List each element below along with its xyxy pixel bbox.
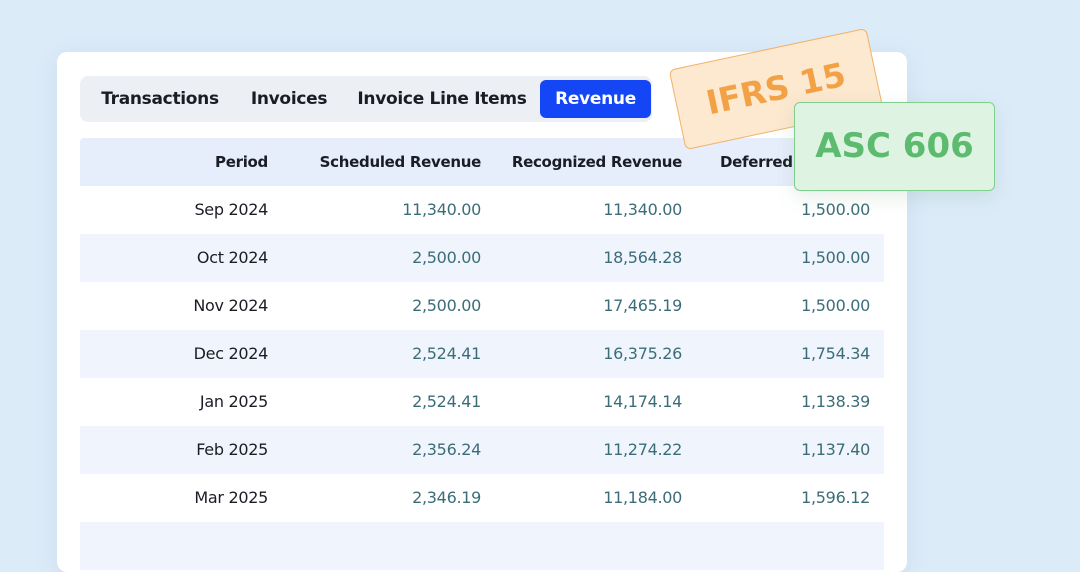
period: Mar 2025 <box>194 488 268 507</box>
badge: ASC 606 <box>794 102 995 191</box>
amount: 17,465.19 <box>603 296 682 315</box>
column-header: Period <box>215 153 268 171</box>
tab[interactable]: Revenue <box>540 80 651 118</box>
tab[interactable]: Transactions <box>101 89 219 109</box>
amount: 1,500.00 <box>801 296 870 315</box>
amount: 1,500.00 <box>801 248 870 267</box>
amount: 1,596.12 <box>801 488 870 507</box>
amount: 18,564.28 <box>603 248 682 267</box>
amount: 1,754.34 <box>801 344 870 363</box>
period: Jan 2025 <box>199 392 268 411</box>
amount: 11,340.00 <box>603 200 682 219</box>
amount: 1,500.00 <box>801 200 870 219</box>
period: Nov 2024 <box>193 296 268 315</box>
amount: 2,500.00 <box>412 296 481 315</box>
table-row <box>80 378 884 426</box>
amount: 11,340.00 <box>402 200 481 219</box>
column-header: Deferred <box>720 153 793 171</box>
header-row <box>80 138 884 186</box>
amount: 14,174.14 <box>603 392 682 411</box>
amount: 11,184.00 <box>603 488 682 507</box>
amount: 2,346.19 <box>412 488 481 507</box>
tab[interactable]: Invoice Line Items <box>357 89 527 109</box>
tab[interactable]: Invoices <box>250 89 328 109</box>
period: Feb 2025 <box>196 440 268 459</box>
table-row <box>80 282 884 330</box>
amount: 16,375.26 <box>603 344 682 363</box>
amount: 2,524.41 <box>412 344 481 363</box>
period: Dec 2024 <box>193 344 269 363</box>
table-row <box>80 186 884 234</box>
amount: 2,500.00 <box>412 248 481 267</box>
table-row <box>80 234 884 282</box>
period: Sep 2024 <box>194 200 268 219</box>
table-row <box>80 330 884 378</box>
page: Transactions Invoices Invoice Line Items Re… <box>57 27 995 572</box>
column-header: Recognized Revenue <box>511 153 682 171</box>
column-header: Scheduled Revenue <box>319 153 482 171</box>
period: Oct 2024 <box>196 248 268 267</box>
amount: 11,274.22 <box>603 440 682 459</box>
amount: 2,356.24 <box>412 440 481 459</box>
table-row <box>80 522 884 570</box>
amount: 1,137.40 <box>801 440 870 459</box>
amount: 1,138.39 <box>801 392 870 411</box>
amount: 2,524.41 <box>412 392 481 411</box>
table-row <box>80 426 884 474</box>
table-row <box>80 474 884 522</box>
